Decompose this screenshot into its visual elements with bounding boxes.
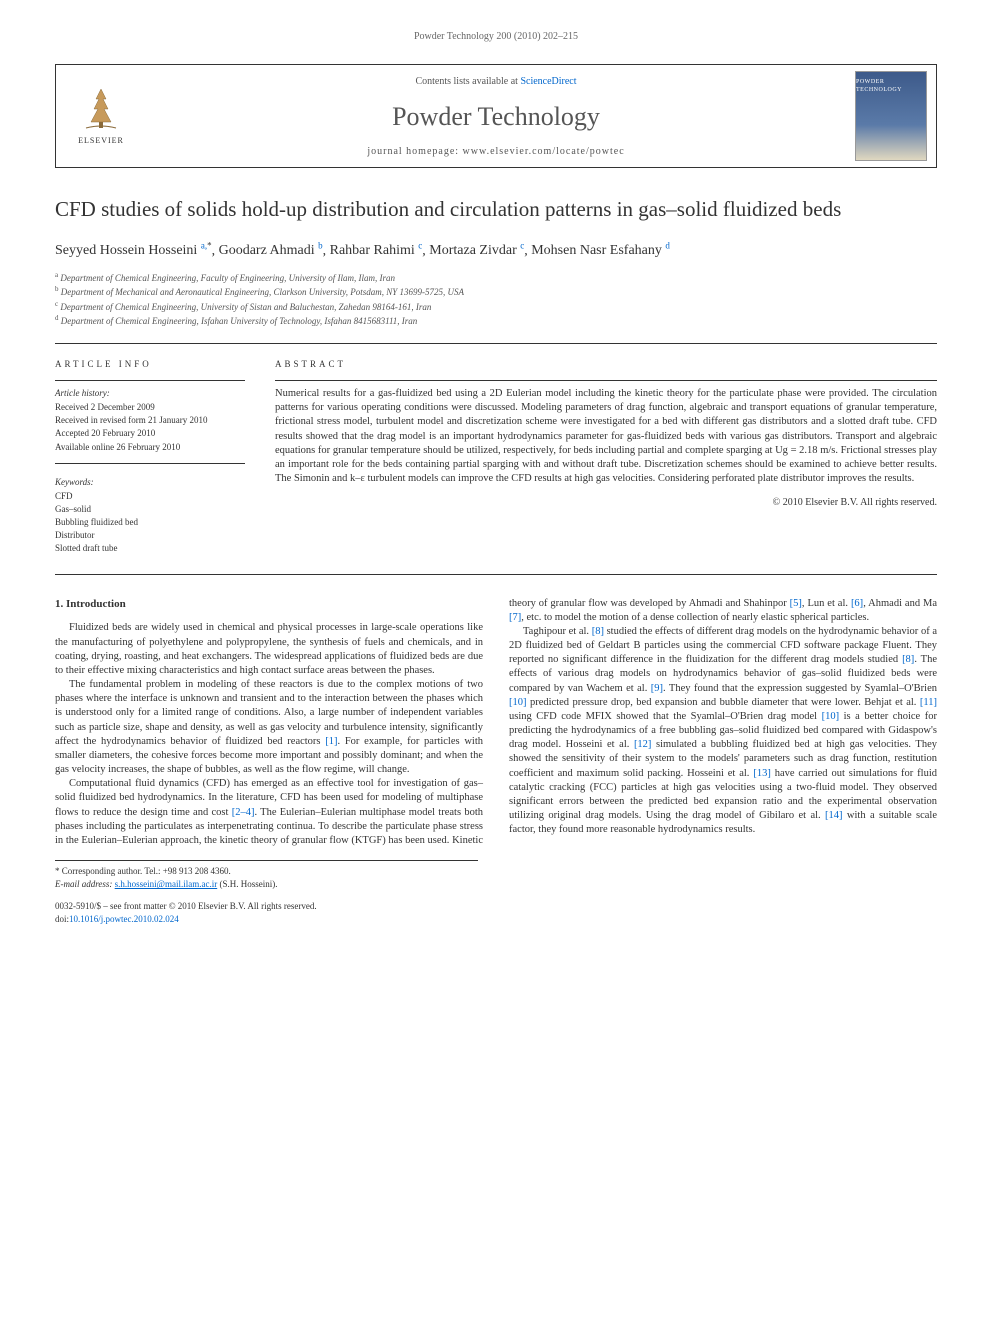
email-link[interactable]: s.h.hosseini@mail.ilam.ac.ir [115,879,218,889]
abstract: ABSTRACT Numerical results for a gas-flu… [275,358,937,556]
email-line: E-mail address: s.h.hosseini@mail.ilam.a… [55,878,478,890]
author: Mortaza Zivdar c [429,243,524,258]
ref-link[interactable]: [9] [651,683,663,694]
banner-center: Contents lists available at ScienceDirec… [146,65,846,167]
abstract-head: ABSTRACT [275,358,937,370]
affiliations: a Department of Chemical Engineering, Fa… [55,271,937,327]
journal-homepage: journal homepage: www.elsevier.com/locat… [146,145,846,159]
body-columns: 1. Introduction Fluidized beds are widel… [55,597,937,849]
history-label: Article history: [55,387,245,399]
affiliation: c Department of Chemical Engineering, Un… [55,300,937,313]
journal-cover-cell: POWDER TECHNOLOGY [846,65,936,167]
contents-text: Contents lists available at [415,76,520,87]
corresponding-author: * Corresponding author. Tel.: +98 913 20… [55,865,478,877]
ref-link[interactable]: [8] [592,626,604,637]
ref-link[interactable]: [11] [920,697,937,708]
keyword: Distributor [55,529,245,541]
keyword: Gas–solid [55,503,245,515]
keyword: CFD [55,490,245,502]
elsevier-label: ELSEVIER [78,136,124,147]
ref-link[interactable]: [5] [790,598,802,609]
ref-link[interactable]: [7] [509,612,521,623]
history-item: Available online 26 February 2010 [55,441,245,453]
author: Mohsen Nasr Esfahany d [531,243,670,258]
paragraph: Taghipour et al. [8] studied the effects… [509,625,937,838]
authors-line: Seyyed Hossein Hosseini a,*, Goodarz Ahm… [55,240,937,262]
ref-link[interactable]: [1] [325,736,337,747]
keywords-label: Keywords: [55,476,245,488]
front-matter-line: 0032-5910/$ – see front matter © 2010 El… [55,900,937,912]
doi-line: doi:10.1016/j.powtec.2010.02.024 [55,913,937,925]
ref-link[interactable]: [13] [753,768,771,779]
ref-link[interactable]: [10] [822,711,840,722]
publisher-logo-cell: ELSEVIER [56,65,146,167]
ref-link[interactable]: [14] [825,810,843,821]
journal-title: Powder Technology [146,99,846,134]
sciencedirect-link[interactable]: ScienceDirect [520,76,576,87]
history-item: Accepted 20 February 2010 [55,427,245,439]
contents-line: Contents lists available at ScienceDirec… [146,75,846,89]
author: Seyyed Hossein Hosseini a,* [55,243,212,258]
history-item: Received 2 December 2009 [55,401,245,413]
section-heading: 1. Introduction [55,597,483,612]
author: Goodarz Ahmadi b [219,243,323,258]
ref-link[interactable]: [8] [902,654,914,665]
doi-link[interactable]: 10.1016/j.powtec.2010.02.024 [69,914,179,924]
divider [55,574,937,575]
page-header-reference: Powder Technology 200 (2010) 202–215 [55,30,937,44]
info-abstract-row: ARTICLE INFO Article history: Received 2… [55,344,937,574]
abstract-text: Numerical results for a gas-fluidized be… [275,387,937,486]
footnote: * Corresponding author. Tel.: +98 913 20… [55,860,478,890]
divider [55,463,245,464]
paragraph: Fluidized beds are widely used in chemic… [55,621,483,678]
doi-block: 0032-5910/$ – see front matter © 2010 El… [55,900,937,924]
elsevier-logo: ELSEVIER [66,81,136,151]
affiliation: d Department of Chemical Engineering, Is… [55,314,937,327]
affiliation: a Department of Chemical Engineering, Fa… [55,271,937,284]
journal-cover-thumb: POWDER TECHNOLOGY [855,71,927,161]
article-info: ARTICLE INFO Article history: Received 2… [55,358,245,556]
affiliation: b Department of Mechanical and Aeronauti… [55,285,937,298]
ref-link[interactable]: [12] [634,739,652,750]
ref-link[interactable]: [6] [851,598,863,609]
keyword: Bubbling fluidized bed [55,516,245,528]
article-info-head: ARTICLE INFO [55,358,245,370]
paragraph: The fundamental problem in modeling of t… [55,678,483,777]
author: Rahbar Rahimi c [330,243,423,258]
history-item: Received in revised form 21 January 2010 [55,414,245,426]
elsevier-tree-icon [76,84,126,134]
article-title: CFD studies of solids hold-up distributi… [55,196,937,222]
journal-banner: ELSEVIER Contents lists available at Sci… [55,64,937,168]
ref-link[interactable]: [10] [509,697,527,708]
copyright: © 2010 Elsevier B.V. All rights reserved… [275,496,937,510]
ref-link[interactable]: [2–4] [232,807,255,818]
cover-label: POWDER TECHNOLOGY [856,78,926,94]
keyword: Slotted draft tube [55,542,245,554]
